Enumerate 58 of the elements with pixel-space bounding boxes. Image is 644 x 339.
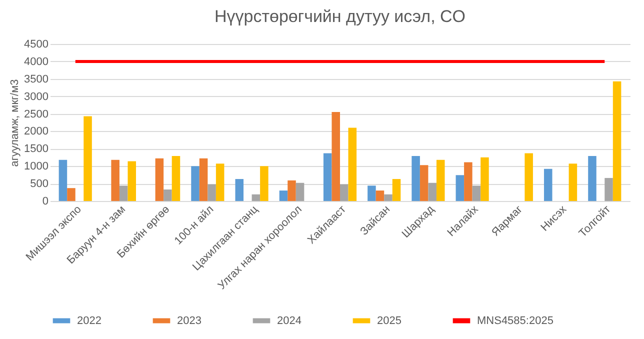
bar: [340, 184, 348, 201]
bar: [323, 153, 332, 201]
bar: [119, 186, 128, 201]
bar: [436, 160, 445, 201]
y-tick-label: 2000: [24, 126, 48, 138]
legend-label: 2023: [177, 314, 202, 327]
bar: [472, 186, 481, 201]
bar: [428, 182, 436, 201]
bar: [420, 165, 428, 201]
bar: [84, 116, 92, 201]
y-tick-label: 1500: [24, 143, 48, 156]
legend-label: MNS4585:2025: [477, 314, 554, 327]
bar: [111, 160, 120, 201]
bar: [216, 164, 224, 201]
bar: [604, 178, 613, 201]
bar: [524, 153, 533, 201]
bar: [544, 168, 552, 201]
y-tick-label: 1000: [24, 160, 48, 173]
bar: [368, 186, 376, 201]
bar: [235, 179, 244, 201]
bar: [332, 112, 340, 201]
chart-title: Нүүрстөрөгчийн дутуу исэл, CO: [214, 7, 466, 26]
y-tick-label: 2500: [24, 108, 48, 120]
bar: [480, 157, 489, 201]
bar: [279, 190, 288, 201]
legend-label: 2024: [277, 314, 302, 327]
bar: [384, 194, 392, 201]
y-tick-label: 4500: [24, 38, 48, 50]
bar: [199, 158, 208, 201]
bar: [612, 81, 622, 201]
y-axis-title: агууламж, мкг/м3: [9, 79, 22, 167]
bar: [392, 179, 401, 201]
bar: [288, 180, 296, 201]
bar: [252, 194, 260, 201]
bar: [67, 188, 76, 201]
bar: [568, 164, 578, 201]
legend-label: 2022: [77, 314, 102, 327]
bar: [164, 189, 172, 201]
legend-label: 2025: [377, 314, 402, 327]
bar: [588, 156, 596, 201]
bar: [260, 166, 268, 201]
bar: [296, 182, 304, 201]
y-tick-label: 500: [30, 178, 48, 190]
bar: [376, 190, 384, 201]
y-tick-label: 0: [42, 196, 48, 208]
bar: [155, 158, 164, 201]
y-tick-label: 3500: [24, 73, 48, 86]
bar: [208, 184, 216, 201]
y-tick-label: 3000: [24, 90, 48, 103]
bar: [456, 175, 464, 201]
bar: [464, 162, 472, 201]
bar: [58, 160, 68, 201]
bar: [191, 166, 200, 201]
bar: [412, 156, 420, 201]
bar: [348, 128, 357, 201]
bar: [172, 156, 180, 201]
y-tick-label: 4000: [24, 56, 48, 68]
bar: [128, 161, 136, 201]
